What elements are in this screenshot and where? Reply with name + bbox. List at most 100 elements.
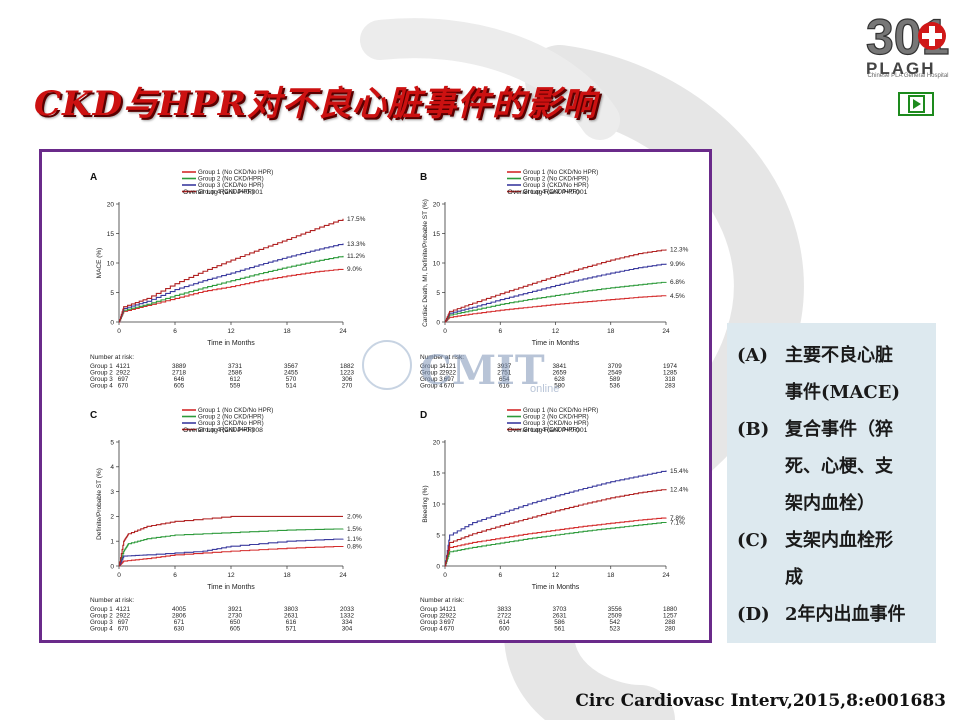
panel-legend-row: (B) 复合事件（猝 bbox=[737, 411, 928, 448]
y-axis-label: Definite/Probable ST (%) bbox=[96, 468, 103, 540]
risk-table-row-label: Group 3 bbox=[420, 619, 443, 626]
series-end-label: 15.4% bbox=[670, 468, 689, 475]
x-tick-label: 0 bbox=[443, 572, 447, 579]
series-end-label: 12.4% bbox=[670, 486, 689, 493]
x-tick-label: 18 bbox=[607, 572, 615, 579]
panel-legend-key bbox=[737, 559, 785, 596]
panel-legend-key bbox=[737, 448, 785, 485]
series-end-label: 9.0% bbox=[347, 266, 362, 273]
panel-legend-key bbox=[737, 374, 785, 411]
risk-table-cell: 4121 bbox=[442, 606, 457, 613]
risk-table-cell: 514 bbox=[286, 383, 297, 390]
legend-label: Group 2 (No CKD/HPR) bbox=[523, 414, 589, 421]
km-curves-figure: A Group 1 (No CKD/No HPR)Group 2 (No CKD/… bbox=[90, 169, 689, 633]
series-end-label: 2.0% bbox=[347, 514, 362, 521]
risk-table-cell: 670 bbox=[444, 383, 455, 390]
y-tick-label: 15 bbox=[433, 231, 441, 238]
legend-label: Group 3 (CKD/No HPR) bbox=[523, 420, 589, 427]
panel-letter: C bbox=[90, 410, 97, 421]
series-end-label: 1.1% bbox=[347, 536, 362, 543]
log-rank-annotation: Overall Log Rank P<0.001 bbox=[508, 427, 588, 434]
risk-table-cell: 1223 bbox=[340, 370, 355, 377]
y-axis-label: Bleeding (%) bbox=[422, 485, 429, 522]
legend-label: Group 4 (CKD/HPR) bbox=[198, 427, 254, 434]
panel-legend-row: 架内血栓） bbox=[737, 485, 928, 522]
risk-table-cell: 2586 bbox=[228, 370, 243, 377]
risk-table-cell: 670 bbox=[118, 383, 129, 390]
x-tick-label: 12 bbox=[552, 572, 560, 579]
risk-table-cell: 318 bbox=[665, 376, 676, 383]
log-rank-annotation: Overall Log Rank P<0.001 bbox=[508, 189, 588, 196]
risk-table-cell: 561 bbox=[554, 626, 565, 633]
risk-table-cell: 2631 bbox=[552, 613, 567, 620]
x-tick-label: 24 bbox=[339, 572, 347, 579]
x-tick-label: 0 bbox=[443, 328, 447, 335]
panel-legend-row: 死、心梗、支 bbox=[737, 448, 928, 485]
panel-legend-text: 事件(MACE) bbox=[785, 382, 900, 403]
y-tick-label: 3 bbox=[110, 489, 114, 496]
risk-table-header: Number at risk: bbox=[420, 354, 464, 361]
risk-table-cell: 2455 bbox=[284, 370, 299, 377]
risk-table-row-label: Group 2 bbox=[90, 613, 113, 620]
x-axis-label: Time in Months bbox=[207, 340, 255, 347]
panel-letter: B bbox=[420, 172, 427, 183]
risk-table-row-label: Group 2 bbox=[90, 370, 113, 377]
play-button[interactable] bbox=[898, 92, 934, 116]
x-tick-label: 24 bbox=[662, 572, 670, 579]
series-line-group-3 bbox=[445, 470, 667, 567]
risk-table-cell: 2922 bbox=[116, 370, 131, 377]
risk-table-cell: 571 bbox=[286, 626, 297, 633]
risk-table-cell: 697 bbox=[118, 619, 129, 626]
x-tick-label: 0 bbox=[117, 328, 121, 335]
series-end-label: 7.1% bbox=[670, 519, 685, 526]
y-tick-label: 1 bbox=[110, 539, 114, 546]
series-end-label: 9.9% bbox=[670, 261, 685, 268]
citation: Circ Cardiovasc Interv,2015,8:e001683 bbox=[575, 691, 946, 711]
risk-table-cell: 3567 bbox=[284, 363, 299, 370]
risk-table-cell: 4005 bbox=[172, 606, 187, 613]
legend-label: Group 1 (No CKD/No HPR) bbox=[198, 169, 273, 176]
risk-table-cell: 283 bbox=[665, 383, 676, 390]
risk-table-cell: 2730 bbox=[228, 613, 243, 620]
risk-table-cell: 654 bbox=[499, 376, 510, 383]
x-tick-label: 6 bbox=[173, 572, 177, 579]
panel-legend-row: (A) 主要不良心脏 bbox=[737, 337, 928, 374]
risk-table-cell: 1257 bbox=[663, 613, 678, 620]
play-icon bbox=[908, 95, 925, 113]
y-tick-label: 2 bbox=[110, 514, 114, 521]
risk-table-cell: 589 bbox=[609, 376, 620, 383]
series-end-label: 13.3% bbox=[347, 241, 366, 248]
risk-table-cell: 3731 bbox=[228, 363, 243, 370]
risk-table-cell: 630 bbox=[174, 626, 185, 633]
x-axis-label: Time in Months bbox=[532, 340, 580, 347]
legend-label: Group 1 (No CKD/No HPR) bbox=[523, 407, 598, 414]
legend-label: Group 4 (CKD/HPR) bbox=[523, 189, 579, 196]
panel-legend-text: 成 bbox=[785, 567, 803, 588]
risk-table-cell: 650 bbox=[230, 619, 241, 626]
figure-frame: A Group 1 (No CKD/No HPR) Group 2 (No CKD/… bbox=[39, 149, 712, 643]
panel-legend-list: (A) 主要不良心脏 事件(MACE) (B) 复合事件（猝 死、心梗、支 架内血栓） (C)… bbox=[737, 337, 928, 633]
y-tick-label: 5 bbox=[110, 439, 114, 446]
series-end-label: 12.3% bbox=[670, 247, 689, 254]
legend-label: Group 2 (No CKD/HPR) bbox=[523, 176, 589, 183]
risk-table-cell: 4121 bbox=[116, 606, 131, 613]
y-tick-label: 20 bbox=[433, 439, 441, 446]
panel-legend-key: (A) bbox=[737, 345, 768, 366]
risk-table-cell: 280 bbox=[665, 626, 676, 633]
risk-table-cell: 628 bbox=[554, 376, 565, 383]
risk-table-cell: 600 bbox=[499, 626, 510, 633]
risk-table-row-label: Group 3 bbox=[90, 619, 113, 626]
y-tick-label: 5 bbox=[436, 532, 440, 539]
risk-table-cell: 3833 bbox=[497, 606, 512, 613]
risk-table-cell: 1880 bbox=[663, 606, 678, 613]
risk-table-cell: 3556 bbox=[608, 606, 623, 613]
risk-table-cell: 586 bbox=[554, 619, 565, 626]
legend-label: Group 3 (CKD/No HPR) bbox=[198, 182, 264, 189]
series-end-label: 0.8% bbox=[347, 543, 362, 550]
y-tick-label: 10 bbox=[433, 260, 441, 267]
panel-legend: (A) 主要不良心脏 事件(MACE) (B) 复合事件（猝 死、心梗、支 架内血栓） (C)… bbox=[727, 323, 936, 643]
panel-letter: A bbox=[90, 172, 97, 183]
risk-table-cell: 3889 bbox=[172, 363, 187, 370]
panel-legend-text: 主要不良心脏 bbox=[785, 345, 893, 366]
series-line-group-4 bbox=[445, 489, 667, 567]
